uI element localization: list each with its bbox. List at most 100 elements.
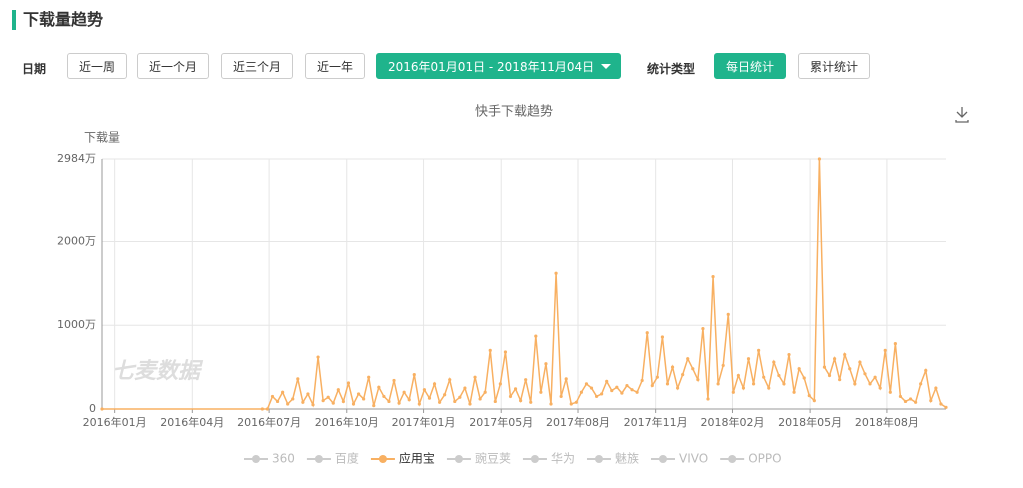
data-point [736, 373, 740, 378]
chart-title: 快手下载趋势 [475, 104, 553, 120]
chart: 快手下载趋势 下载量 七麦数据 0 1000万 2000万 2984万 2016年01月… [57, 104, 969, 466]
data-point [463, 386, 467, 390]
dropdown-arrow [601, 64, 612, 74]
data-point [635, 390, 639, 394]
data-point [529, 400, 533, 404]
y-tick-label: 0 [89, 402, 96, 415]
data-point [655, 375, 659, 379]
data-point [807, 393, 811, 398]
data-point [858, 360, 862, 364]
data-point [817, 157, 822, 161]
data-point [751, 382, 756, 386]
data-point [630, 388, 634, 392]
data-point [392, 378, 396, 383]
legend-marker [530, 455, 539, 463]
download-icon[interactable] [955, 107, 969, 123]
data-point [336, 388, 340, 392]
data-point [554, 271, 558, 275]
data-point [443, 393, 447, 397]
legend-item[interactable]: 应用宝 [370, 451, 435, 466]
data-point [473, 375, 477, 379]
data-point [772, 360, 776, 364]
range-button[interactable]: 近一年 [305, 53, 366, 79]
data-point [412, 373, 416, 377]
data-point [569, 402, 573, 406]
watermark: 七麦数据 [112, 359, 204, 384]
data-point [513, 387, 518, 391]
data-point [422, 388, 427, 392]
x-tick-label: 2017年01月 [392, 415, 456, 429]
data-point [812, 399, 816, 403]
legend-item[interactable]: VIVO [650, 452, 708, 466]
legend-marker [252, 455, 260, 463]
data-point [574, 400, 578, 404]
data-point [326, 395, 330, 399]
data-point [508, 394, 513, 399]
data-point [701, 326, 705, 331]
data-point [782, 382, 786, 386]
data-point [929, 399, 933, 403]
data-point [868, 382, 872, 386]
data-point [402, 390, 406, 394]
y-tick-label: 2984万 [57, 152, 96, 165]
x-tick-label: 2016年07月 [237, 415, 301, 429]
data-point [843, 352, 847, 357]
data-point [265, 407, 270, 411]
legend-label: 魅族 [615, 451, 639, 466]
data-point [458, 395, 462, 399]
data-point [838, 378, 842, 382]
data-point [721, 363, 725, 368]
data-point [306, 392, 310, 396]
data-point [883, 348, 887, 352]
legend-marker [594, 455, 603, 463]
legend-item[interactable]: 百度 [306, 451, 359, 466]
legend-item[interactable]: 360 [244, 452, 295, 466]
data-point [559, 394, 563, 399]
stat-label: 统计类型 [647, 62, 696, 76]
legend-label: 360 [272, 452, 295, 466]
date-range-picker[interactable]: 2016年01月01日 - 2018年11月04日 [376, 53, 622, 79]
data-point [741, 386, 746, 390]
x-tick-label: 2018年05月 [778, 415, 842, 429]
data-point [448, 378, 452, 382]
data-point [676, 386, 680, 390]
data-point [939, 402, 943, 406]
legend-label: 应用宝 [399, 451, 435, 466]
data-point [746, 357, 751, 361]
range-button[interactable]: 近一周 [67, 53, 128, 79]
data-point [468, 402, 472, 406]
data-point [827, 373, 832, 378]
data-point [367, 375, 371, 379]
x-tick-label: 2016年10月 [315, 415, 379, 429]
legend-item[interactable]: 华为 [522, 452, 575, 466]
data-point [483, 390, 487, 394]
data-point [731, 390, 735, 394]
legend-item[interactable]: 豌豆荚 [446, 451, 511, 466]
data-point [351, 402, 356, 406]
data-point [519, 399, 523, 403]
data-point [863, 372, 867, 376]
data-point [321, 399, 325, 403]
stat-button[interactable]: 累计统计 [798, 53, 871, 79]
data-point [296, 377, 300, 381]
data-point [767, 386, 771, 390]
range-button[interactable]: 近三个月 [221, 53, 294, 79]
data-point [311, 403, 315, 407]
data-point [888, 390, 892, 394]
data-point [645, 331, 649, 335]
data-point [853, 382, 857, 386]
data-point [341, 399, 345, 404]
data-point [605, 379, 609, 383]
data-point [407, 398, 411, 402]
stat-button[interactable]: 每日统计 [714, 53, 787, 79]
range-button[interactable]: 近一个月 [137, 53, 210, 79]
legend-marker [378, 455, 387, 463]
data-point [686, 357, 690, 361]
legend-label: VIVO [679, 452, 708, 466]
data-point [893, 342, 897, 346]
legend-item[interactable]: 魅族 [586, 451, 639, 466]
legend-item[interactable]: OPPO [720, 452, 782, 466]
data-point [438, 400, 442, 404]
data-point [762, 375, 766, 379]
data-point [346, 381, 351, 385]
